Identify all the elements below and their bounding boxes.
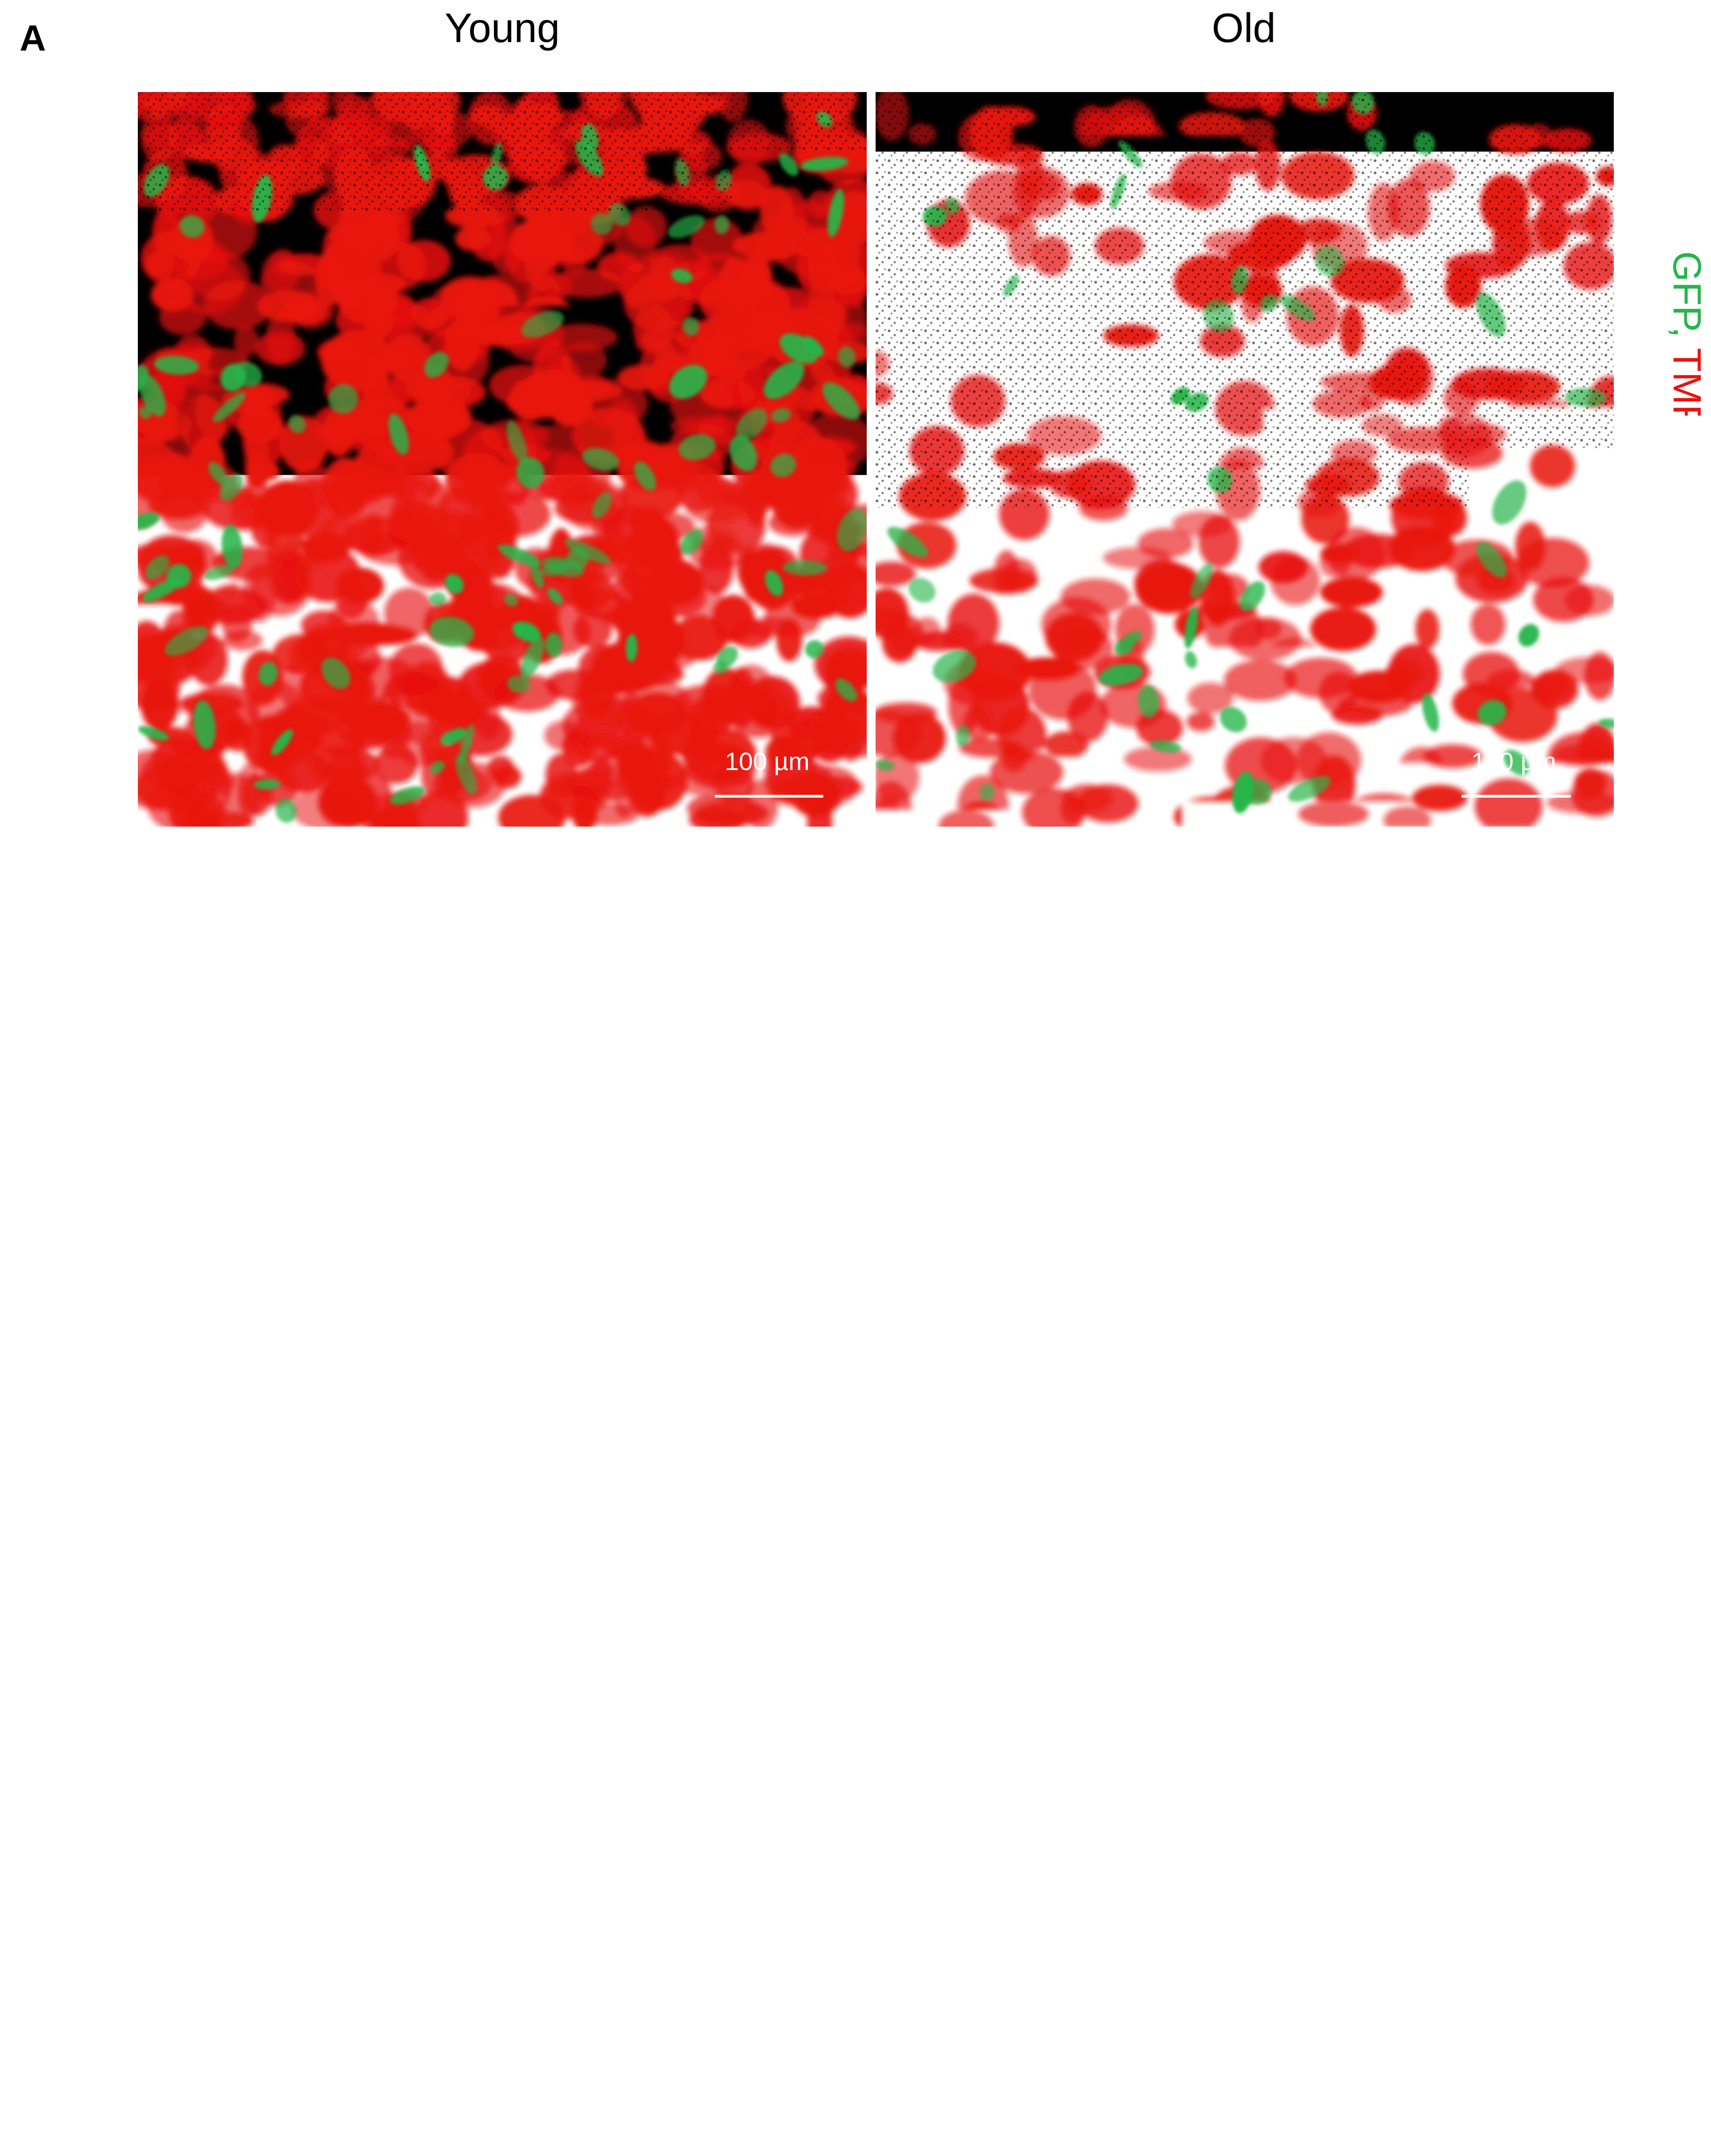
y-tick-label: 30 xyxy=(933,1218,960,1245)
y-tick-label: 40 xyxy=(195,1164,222,1191)
y-tick-label: 0.5 xyxy=(925,1665,959,1692)
legend-swatch-old xyxy=(1527,1010,1567,1050)
y-tick-label: 0.3 xyxy=(188,1828,222,1855)
y-axis-label: Coefficient of variation xyxy=(87,1647,131,2035)
y-tick-label: 50 xyxy=(195,1107,222,1134)
y-tick-label: 0.6 xyxy=(188,1584,222,1611)
y-tick-label: 0 xyxy=(947,1391,960,1418)
bar-old-1 xyxy=(507,1674,618,2084)
x-group-label: All cells xyxy=(429,1442,549,1477)
panel-letter-e: E xyxy=(836,1499,861,1541)
y-tick-label: 60 xyxy=(195,1049,222,1076)
x-group-label: GFP- xyxy=(1167,1436,1239,1474)
chart-d: 0 0.1 0.2 0.3 0.4 0.5 0.6 Coefficient of variat… xyxy=(87,1584,652,2142)
bar-young-0 xyxy=(1066,1081,1140,1404)
x-group-label: GFP+ xyxy=(1399,2104,1477,2142)
chart-b: 0 10 20 30 40 50 60 70 Mean TMRE fluorescence int… xyxy=(66,979,649,1477)
x-group-label: GFP- xyxy=(1498,2104,1570,2142)
y-tick-label: 0.6 xyxy=(925,1584,959,1611)
panel-letter-c: C xyxy=(837,878,863,919)
y-axis-label: intensity, A.U xyxy=(853,1089,897,1315)
chart-c: 0 10 20 30 40 50 60 70 Mean TMRE fluorescence int… xyxy=(807,976,1612,1474)
y-axis-label: Mean TMRE fluorescence xyxy=(807,976,851,1429)
y-tick-label: 0.4 xyxy=(925,1746,959,1773)
y-tick-label: 0.5 xyxy=(188,1665,222,1692)
young-title: Young xyxy=(445,5,560,51)
y-tick-label: 0 xyxy=(208,1394,222,1421)
legend: Young Old xyxy=(1527,917,1689,1056)
y-tick-label: 0.4 xyxy=(188,1746,222,1773)
y-tick-label: 30 xyxy=(195,1222,222,1249)
channel-label: GFP, TMRE xyxy=(1665,251,1709,459)
micrograph-old xyxy=(841,77,1649,850)
y-tick-label: 0.3 xyxy=(925,1828,959,1855)
y-tick-label: 0 xyxy=(945,2071,959,2098)
x-group-label: All cells xyxy=(432,2107,552,2142)
y-tick-label: 10 xyxy=(933,1333,960,1360)
y-axis-label: Coefficient of variation xyxy=(832,1647,876,2035)
bar-young-1 xyxy=(1169,1824,1243,2084)
bar-young-0 xyxy=(368,1824,478,2084)
y-axis-label: intensity, A.U xyxy=(112,1093,156,1319)
y-tick-label: 0 xyxy=(208,2071,222,2098)
chart-e: 0 0.1 0.2 0.3 0.4 0.5 0.6 Coefficient of variat… xyxy=(832,1584,1612,2142)
bar-young-0 xyxy=(360,1082,466,1407)
bar-old-3 xyxy=(1493,1684,1567,2084)
y-tick-label: 20 xyxy=(933,1276,960,1303)
y-tick-label: 60 xyxy=(933,1045,960,1072)
micrograph-young xyxy=(104,64,898,851)
channel-label-gfp: GFP xyxy=(1665,251,1709,330)
y-axis-label: Mean TMRE fluorescence xyxy=(66,979,110,1433)
legend-label-young: Young xyxy=(1579,917,1689,961)
y-tick-label: 0.1 xyxy=(188,1990,222,2017)
channel-label-sep: , xyxy=(1665,327,1709,348)
scale-bar-label-young: 100 µm xyxy=(725,748,809,776)
x-group-label: GFP+ xyxy=(1077,2104,1154,2142)
panel-letter-b: B xyxy=(93,878,120,919)
y-tick-label: 20 xyxy=(195,1279,222,1306)
x-group-label: GFP+ xyxy=(1400,1436,1477,1474)
y-tick-label: 70 xyxy=(195,992,222,1019)
scale-bar-label-old: 100 µm xyxy=(1471,748,1556,776)
y-tick-label: 10 xyxy=(195,1337,222,1364)
bar-young-1 xyxy=(1161,1078,1234,1404)
y-tick-label: 70 xyxy=(933,987,960,1014)
bar-young-0 xyxy=(1076,1824,1150,2084)
x-group-label: GFP- xyxy=(1174,2104,1246,2142)
y-tick-label: 40 xyxy=(933,1160,960,1187)
y-tick-label: 0.2 xyxy=(188,1909,222,1936)
x-group-label: GFP- xyxy=(1497,1436,1569,1474)
old-title: Old xyxy=(1212,5,1276,51)
x-group-label: GFP+ xyxy=(1069,1436,1147,1474)
y-tick-label: 0.2 xyxy=(925,1909,959,1936)
panel-letter-d: D xyxy=(96,1499,122,1541)
y-tick-label: 0.1 xyxy=(925,1990,959,2017)
panel-letter-a: A xyxy=(20,17,46,58)
channel-label-tmre: TMRE xyxy=(1665,348,1709,459)
y-tick-label: 50 xyxy=(933,1102,960,1129)
legend-label-old: Old xyxy=(1579,1012,1640,1056)
legend-swatch-young xyxy=(1527,919,1567,959)
